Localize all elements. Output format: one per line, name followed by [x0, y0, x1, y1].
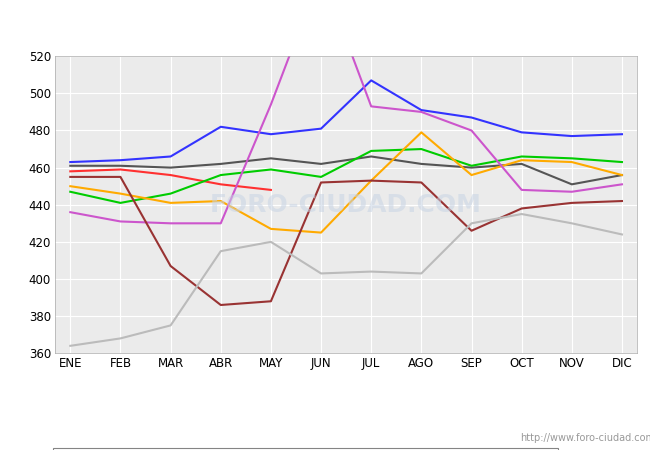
Legend: 2024, 2023, 2022, 2021, 2020, 2019, 2018, 2017: 2024, 2023, 2022, 2021, 2020, 2019, 2018… [53, 448, 558, 450]
Text: http://www.foro-ciudad.com: http://www.foro-ciudad.com [520, 433, 650, 443]
Text: FORO-CIUDAD.COM: FORO-CIUDAD.COM [210, 193, 482, 217]
Text: Afiliados en Jadraque a 31/5/2024: Afiliados en Jadraque a 31/5/2024 [151, 17, 499, 35]
